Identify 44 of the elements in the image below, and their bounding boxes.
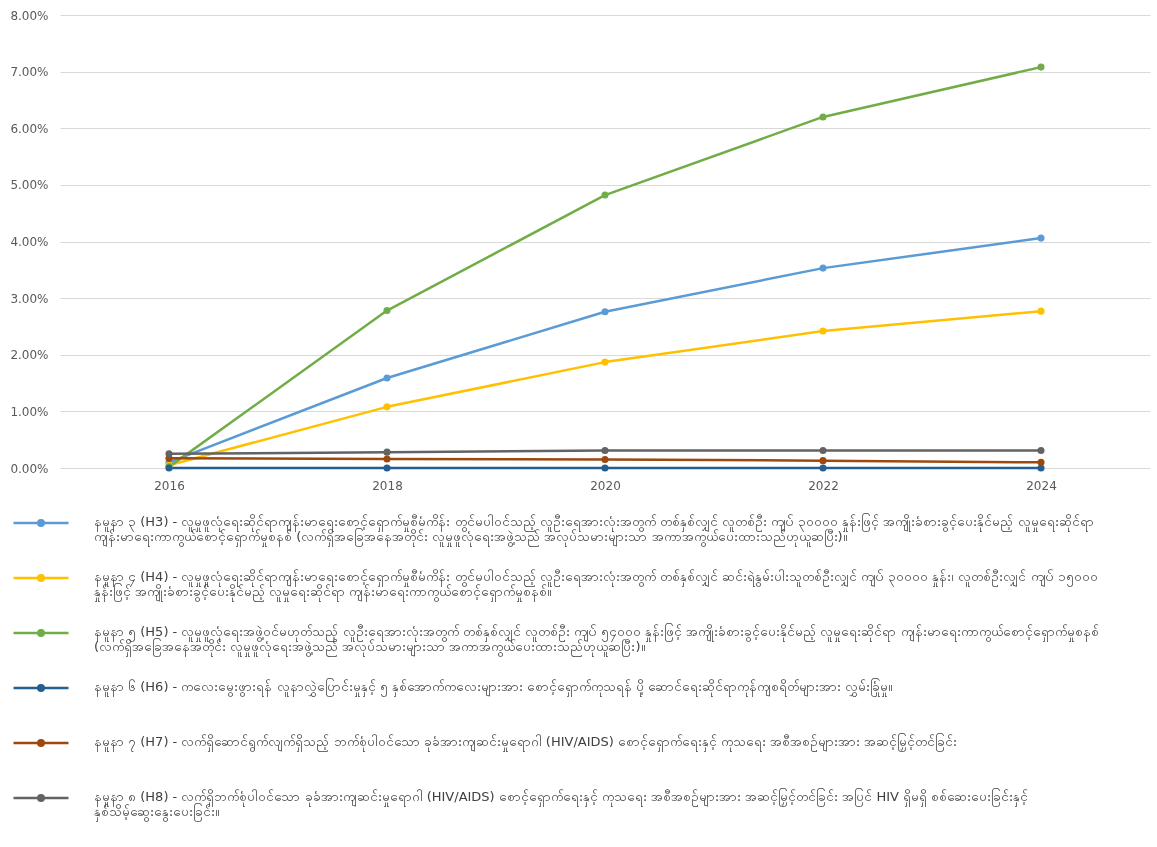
legend-label: နမူနာ ၅ (H5) - လူမှုဖူလုံရေးအဖွဲ့ဝင်မဟုတ်သည့် လူဦးရေအားလုံးအတွက် တစ်နှစ်လျှင် လူတစ်ဦး ကျပ် ၅၄၀၀၀ နှုန်းဖြင့် အကျိုးခံစားခွင့်ပေးနိုင်မည့် လူမှုရေးဆိုင်ရာ ကျန်းမာရေးကာကွယ်စောင့်ရှောက်မှုစနစ် (လက်ရှိအခြေအနေအတိုင်း လူမှုဖူလုံရေးအဖွဲ့သည် အလုပ်သမားများသာ အကာအကွယ်ပေးထားသည်ဟုယူဆပြီး)။ [94,623,1099,657]
point [819,464,827,472]
point [1037,63,1045,71]
point [819,446,827,454]
point [601,455,609,464]
y-tick-label: 8.00% [10,8,49,23]
y-tick-label: 1.00% [10,404,49,419]
y-tick-label: 2.00% [10,348,49,363]
point [601,464,609,472]
point [1037,307,1045,315]
point [1037,446,1045,454]
point [1037,458,1045,466]
point [819,264,827,272]
legend-label: နမူနာ ၄ (H4) - လူမှုဖူလုံရေးဆိုင်ရာကျန်းမာရေးစောင့်ရှောက်မှုစီမံကိန်း တွင်မပါဝင်သည့် လူဦးရေအားလုံးအတွက် တစ်နှစ်လျှင် ဆင်းရဲနွမ်းပါးသူတစ်ဦးလျှင် ကျပ် ၃၀၀၀၀ နှုန်း၊ လူတစ်ဦးလျှင် ကျပ် ၁၅၀၀၀ နှုန်းဖြင့် အကျိုးခံစားခွင့်ပေးနိုင်မည့် လူမှုရေးဆိုင်ရာ ကျန်းမာရေးကာကွယ်စောင့်ရှောက်မှုစနစ်။ [94,569,1098,602]
point [383,455,391,463]
point [383,448,391,456]
x-tick-label: 2022 [808,478,839,493]
point [601,446,609,454]
y-tick-label: 4.00% [10,235,49,249]
x-tick-label: 2024 [1026,478,1057,493]
x-tick-label: 2016 [154,478,185,493]
legend-label: နမူနာ ၃ (H3) - လူမှုဖူလုံရေးဆိုင်ရာကျန်းမာရေးစောင့်ရှောက်မှုစီမံကိန်း တွင်မပါဝင်သည့် လူဦးရေအားလုံးအတွက် တစ်နှစ်လျှင် လူတစ်ဦး ကျပ် ၃၀၀၀၀ နှုန်းဖြင့် အကျိုးခံစားခွင့်ပေးနိုင်မည့် လူမှုရေးဆိုင်ရာ ကျန်းမာရေးကာကွယ်စောင့်ရှောက်မှုစနစ် (လက်ရှိအခြေအနေအတိုင်း လူမှုဖူလုံရေးအဖွဲ့သည် အလုပ်သမားများသာ အကာအကွယ်ပေးထားသည်ဟုယူဆပြီး)။ [94,513,1094,547]
y-tick-label: 0.00% [10,461,49,476]
y-tick-label: 3.00% [10,291,49,306]
y-tick-label: 6.00% [10,121,49,136]
point [383,464,391,472]
point [383,403,391,411]
y-tick-label: 5.00% [10,178,49,193]
point [819,327,827,335]
point [383,307,391,315]
x-tick-label: 2018 [372,478,403,493]
point [601,308,609,316]
legend-label: နမူနာ ၆ (H6) - ကလေးမွေးဖွားရန် လူနာလွှဲပြောင်းမှုနှင့် ၅ နှစ်အောက်ကလေးများအား စောင့်ရှောက်ကုသရန် ပို့ ဆောင်ရေးဆိုင်ရာကုန်ကျစရိတ်များအား လွှမ်းခြုံမှု။ [94,678,894,697]
point [601,358,609,366]
point [819,113,827,121]
legend-label: နမူနာ ၇ (H7) - လက်ရှိဆောင်ရွက်လျက်ရှိသည့် ဘက်စုံပါဝင်သော ခုခံအားကျဆင်းမှုရောဂါ (HIV/AIDS) စောင့်ရှောက်ရေးနှင့် ကုသရေး အစီအစဉ်များအား အဆင့်မြှင့်တင်ခြင်း [94,733,958,752]
y-tick-label: 7.00% [10,65,49,80]
point [165,450,173,458]
legend-label: နမူနာ ၈ (H8) - လက်ရှိဘက်စုံပါဝင်သော ခုခံအားကျဆင်းမှုရောဂါ (HIV/AIDS) စောင့်ရှောက်ရေးနှင့် ကုသရေး အစီအစဉ်များအား အဆင့်မြှင့်တင်ခြင်း အပြင် HIV ရှိမရှိ စစ်ဆေးပေးခြင်းနှင့် နှစ်သိမ့်ဆွေးနွေးပေးခြင်း။ [94,788,1029,822]
point [819,457,827,465]
point [383,374,391,382]
point [1037,234,1045,242]
point [601,191,609,199]
x-tick-label: 2020 [590,478,621,493]
